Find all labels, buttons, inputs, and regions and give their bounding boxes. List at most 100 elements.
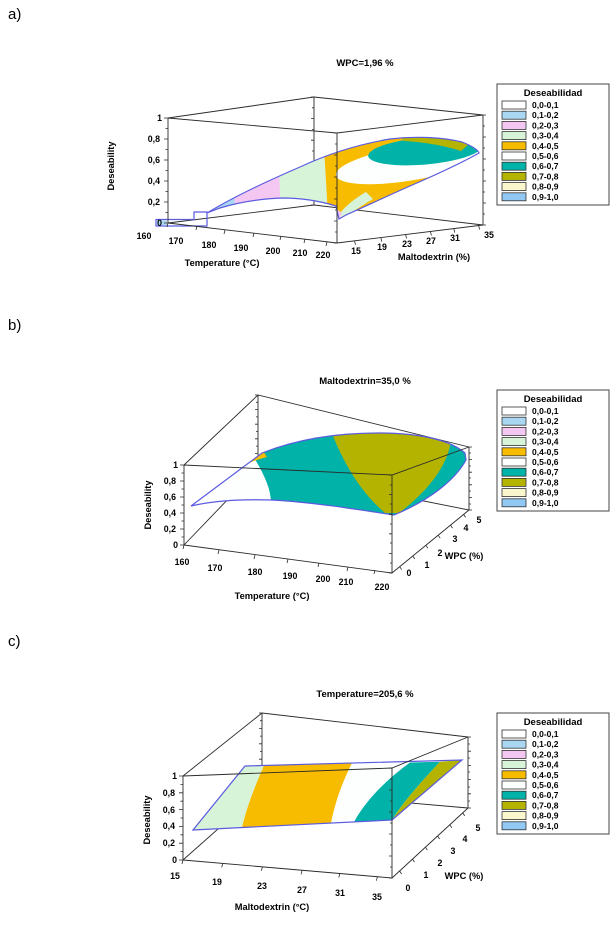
x-axis-title: Maltodextrin (°C) (235, 902, 309, 912)
legend-label: 0,1-0,2 (532, 739, 559, 749)
x-axis-title: Temperature (°C) (235, 591, 310, 601)
y-tick-label: 0 (406, 883, 411, 893)
x-ticks-c (181, 859, 378, 881)
legend-swatch (501, 498, 527, 508)
legend-swatch (501, 141, 527, 151)
x-tick-label: 160 (137, 231, 152, 241)
y-tick-label: 23 (402, 239, 412, 249)
labels-a: WPC=1,96 % 0 0,2 0,4 0,6 0,8 1 160 170 1… (106, 58, 494, 268)
x-tick-label: 180 (202, 240, 217, 250)
legend-label: 0,7-0,8 (532, 477, 559, 487)
legend-label: 0,5-0,6 (532, 457, 559, 467)
legend-b: Deseabilidad 0,0-0,1 0,1-0,2 0,2-0,3 0,3… (496, 389, 610, 512)
legend-label: 0,4-0,5 (532, 770, 559, 780)
z-ticks-right-a (483, 114, 486, 226)
z-ticks-a (164, 117, 168, 224)
z-tick-label: 0,4 (164, 508, 176, 518)
z-ticks-mid-a (334, 132, 337, 244)
z-ticks-right-b (469, 446, 472, 511)
legend-label: 0,4-0,5 (532, 447, 559, 457)
legend-swatch (501, 801, 527, 810)
y-tick-label: 1 (424, 870, 429, 880)
legend-swatch (501, 750, 527, 759)
z-tick-label: 0 (172, 855, 177, 865)
z-tick-label: 0,8 (164, 476, 176, 486)
z-tick-label: 0,4 (148, 176, 160, 186)
legend-swatch (501, 811, 527, 820)
legend-label: 0,4-0,5 (532, 141, 559, 151)
legend-label: 0,3-0,4 (532, 760, 559, 770)
legend-swatch (501, 760, 527, 769)
plot-c: Temperature=205,6 % 0 0,2 0,4 0,6 0,8 1 … (142, 689, 610, 912)
legend-title: Deseabilidad (524, 717, 583, 728)
legend-label: 0,8-0,9 (532, 811, 559, 821)
legend-swatch (501, 161, 527, 171)
legend-label: 0,6-0,7 (532, 467, 559, 477)
z-tick-label: 0 (157, 218, 162, 228)
box-front-edges-a (164, 114, 486, 247)
y-tick-label: 19 (377, 242, 387, 252)
z-ticks-right-c (468, 736, 471, 809)
x-tick-label: 210 (339, 577, 354, 587)
z-tick-label: 1 (157, 113, 162, 123)
legend-swatch (501, 770, 527, 780)
y-tick-label: 1 (425, 560, 430, 570)
legend-swatch (501, 426, 527, 436)
legend-label: 0,7-0,8 (532, 800, 559, 810)
y-tick-label: 27 (426, 236, 436, 246)
z-ticks-c (179, 775, 183, 861)
x-ticks-a (166, 222, 328, 247)
y-tick-label: 3 (451, 846, 456, 856)
y-ticks-a (354, 225, 480, 245)
legend-label: 0,5-0,6 (532, 151, 559, 161)
legend-label: 0,2-0,3 (532, 120, 559, 130)
y-tick-label: 15 (351, 246, 361, 256)
z-tick-label: 1 (173, 460, 178, 470)
legend-swatch (501, 110, 527, 120)
y-tick-label: 3 (453, 534, 458, 544)
x-tick-label: 19 (212, 877, 222, 887)
z-tick-label: 0,2 (163, 838, 175, 848)
panel-label-b: b) (8, 317, 22, 334)
legend-swatch (501, 100, 527, 110)
legend-c: Deseabilidad 0,0-0,1 0,1-0,2 0,2-0,3 0,3… (496, 712, 610, 835)
y-axis-title: WPC (%) (445, 871, 484, 881)
x-tick-label: 160 (175, 557, 190, 567)
legend-label: 0,8-0,9 (532, 488, 559, 498)
z-axis-title: Deseability (106, 141, 116, 191)
legend-swatch (501, 416, 527, 426)
y-axis-title: WPC (%) (445, 551, 484, 561)
x-tick-label: 170 (208, 563, 223, 573)
labels-b: Maltodextrin=35,0 % 0 0,2 0,4 0,6 0,8 1 … (143, 376, 483, 601)
y-tick-label: 0 (407, 568, 412, 578)
legend-swatch (501, 729, 527, 739)
legend-a: Deseabilidad 0,0-0,1 0,1-0,2 0,2-0,3 0,3… (496, 83, 610, 206)
legend-swatch (501, 457, 527, 467)
panel-label-c: c) (8, 633, 21, 650)
x-tick-label: 190 (283, 571, 298, 581)
legend-swatch (501, 406, 527, 416)
z-ticks-mid-b (389, 474, 392, 574)
x-tick-label: 220 (316, 250, 331, 260)
z-tick-label: 0,8 (163, 788, 175, 798)
legend-label: 0,2-0,3 (532, 426, 559, 436)
legend-label: 0,9-1,0 (532, 192, 559, 202)
legend-swatch (501, 131, 527, 141)
z-tick-label: 0 (173, 540, 178, 550)
labels-c: Temperature=205,6 % 0 0,2 0,4 0,6 0,8 1 … (142, 689, 483, 912)
x-tick-label: 35 (372, 892, 382, 902)
z-tick-label: 0,2 (164, 524, 176, 534)
x-tick-label: 210 (293, 248, 308, 258)
x-tick-label: 31 (335, 888, 345, 898)
z-tick-label: 0,6 (164, 492, 176, 502)
legend-label: 0,3-0,4 (532, 437, 559, 447)
legend-label: 0,0-0,1 (532, 100, 559, 110)
legend-swatch (501, 437, 527, 447)
box-front-edges-b (180, 446, 472, 575)
y-tick-label: 2 (438, 548, 443, 558)
legend-label: 0,6-0,7 (532, 161, 559, 171)
legend-label: 0,0-0,1 (532, 729, 559, 739)
legend-swatch (501, 171, 527, 181)
